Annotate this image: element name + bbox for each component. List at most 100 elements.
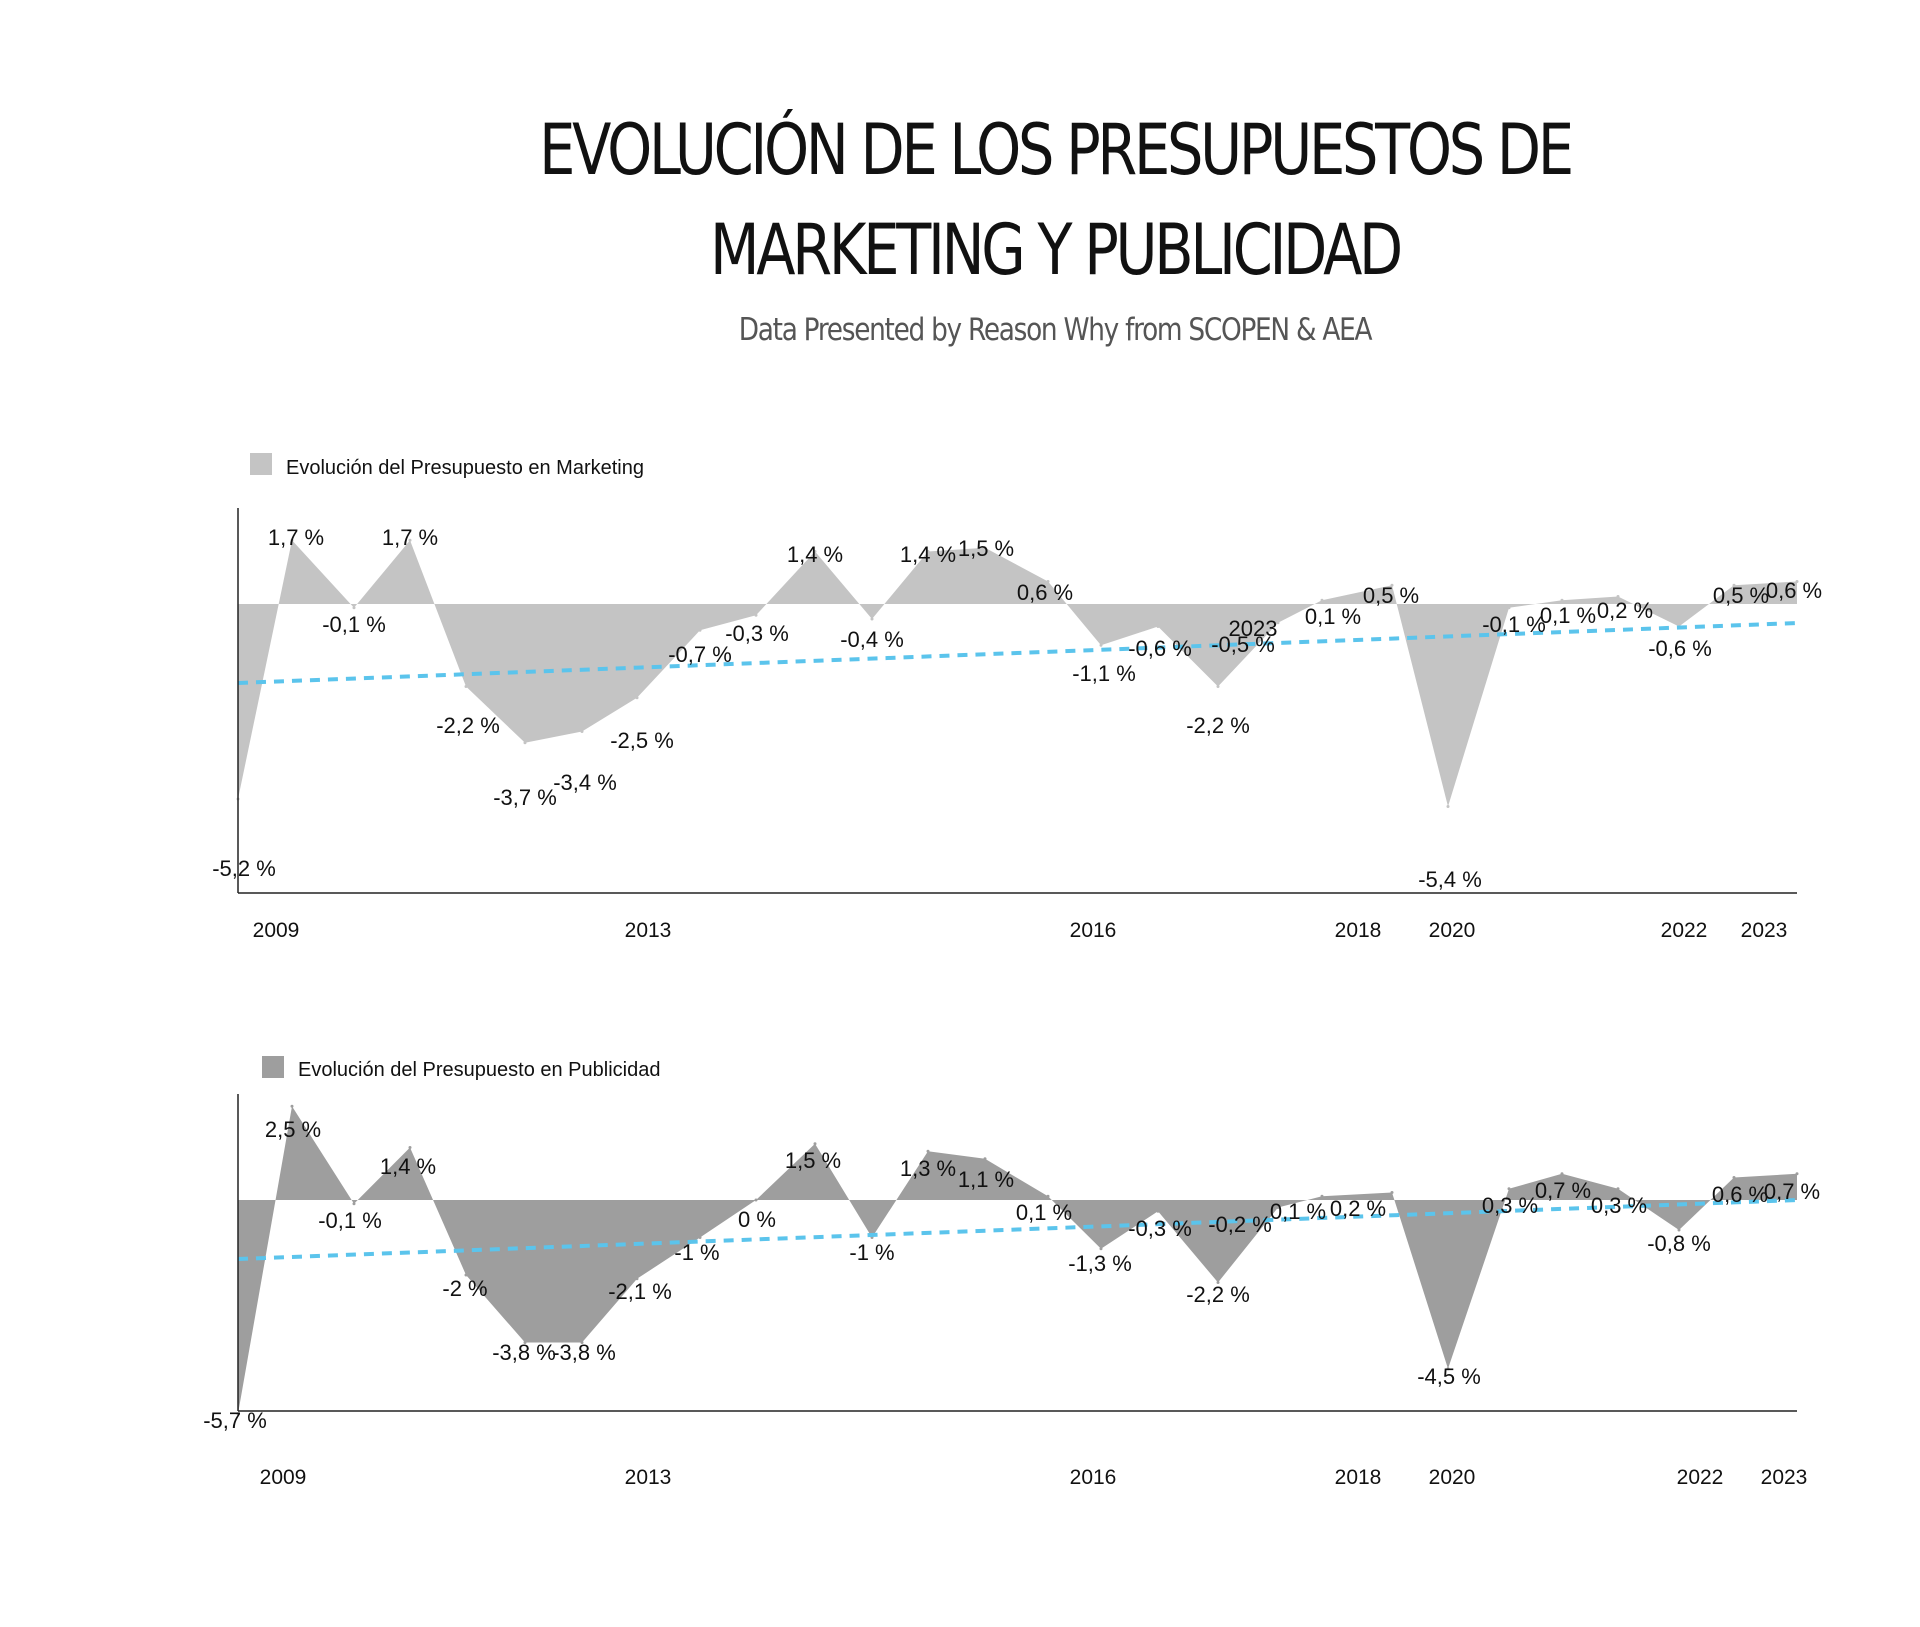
area-series <box>238 540 1797 807</box>
data-point <box>926 550 930 553</box>
data-point <box>635 1277 639 1281</box>
data-point <box>1446 1367 1450 1371</box>
data-point <box>813 550 817 553</box>
data-label: 1,3 % <box>900 1156 956 1181</box>
data-point <box>1560 1172 1564 1176</box>
data-label: -3,8 % <box>552 1340 616 1365</box>
data-point <box>1732 1176 1736 1179</box>
data-label: -1,3 % <box>1068 1251 1132 1276</box>
data-label: 0,7 % <box>1764 1179 1820 1204</box>
data-point <box>1320 598 1324 602</box>
x-tick-label: 2013 <box>625 1466 672 1489</box>
data-label: -0,3 % <box>1128 1216 1192 1241</box>
data-label: -0,4 % <box>840 627 904 652</box>
data-label: -4,5 % <box>1417 1364 1481 1389</box>
x-tick-label: 2020 <box>1429 919 1476 942</box>
data-label: 1,1 % <box>958 1167 1014 1192</box>
data-point <box>1560 598 1564 602</box>
data-label: 0 % <box>738 1207 776 1232</box>
data-label: -0,3 % <box>725 621 789 646</box>
data-label: -3,7 % <box>493 785 557 810</box>
legend-label: Evolución del Presupuesto en Publicidad <box>298 1059 660 1081</box>
data-point <box>1156 625 1160 628</box>
data-point <box>1507 606 1511 610</box>
x-tick-label: 2023 <box>1741 919 1788 942</box>
legend-swatch <box>250 453 272 475</box>
data-point <box>926 1149 930 1153</box>
data-point <box>813 1142 817 1146</box>
data-label: 0,6 % <box>1712 1182 1768 1207</box>
data-point <box>1616 595 1620 598</box>
data-point <box>1276 1206 1280 1209</box>
data-label: -0,6 % <box>1648 636 1712 661</box>
x-tick-label: 2013 <box>625 919 672 942</box>
data-label: -0,1 % <box>1482 612 1546 637</box>
data-point <box>1732 583 1736 587</box>
data-label: -5,2 % <box>212 856 276 881</box>
data-label: -2,2 % <box>1186 713 1250 738</box>
data-point <box>523 1341 527 1344</box>
x-tick-label: 2018 <box>1335 919 1382 942</box>
data-label: -2,1 % <box>608 1279 672 1304</box>
data-point <box>1795 1172 1799 1176</box>
data-label: 0,1 % <box>1016 1200 1072 1225</box>
data-label: -0,2 % <box>1208 1212 1272 1237</box>
data-point <box>983 546 987 550</box>
data-point <box>1046 1194 1050 1198</box>
data-label: -2,2 % <box>436 713 500 738</box>
data-label: -2,2 % <box>1186 1282 1250 1307</box>
trend-line <box>237 621 1798 685</box>
data-point <box>754 613 758 617</box>
data-point <box>408 1146 412 1149</box>
data-label: 1,5 % <box>958 536 1014 561</box>
x-tick-label: 2018 <box>1335 1466 1382 1489</box>
data-label: -5,7 % <box>203 1408 267 1433</box>
data-label: -2,5 % <box>610 728 674 753</box>
data-point <box>408 538 412 542</box>
data-label: -1 % <box>674 1240 719 1265</box>
title-block: EVOLUCIÓN DE LOS PRESUPUESTOS DE MARKETI… <box>0 100 1920 348</box>
data-point <box>236 1412 240 1416</box>
data-point <box>635 696 639 700</box>
data-label: 0,6 % <box>1017 580 1073 605</box>
data-label: -0,1 % <box>322 612 386 637</box>
area-series <box>238 1106 1797 1414</box>
page-subtitle: Data Presented by Reason Why from SCOPEN… <box>738 312 1373 348</box>
data-point <box>1320 1194 1324 1198</box>
x-tick-label: 2016 <box>1070 919 1117 942</box>
page-title-line-2: MARKETING Y PUBLICIDAD <box>710 209 1403 291</box>
data-point <box>698 628 702 632</box>
data-label: 0,1 % <box>1270 1199 1326 1224</box>
data-label: -3,8 % <box>492 1340 556 1365</box>
data-point <box>983 1157 987 1161</box>
data-label: -2 % <box>442 1276 487 1301</box>
data-label: 0,1 % <box>1540 603 1596 628</box>
data-label: 0,5 % <box>1713 583 1769 608</box>
data-point <box>1507 1187 1511 1191</box>
data-point <box>580 730 584 733</box>
data-point <box>1216 685 1220 688</box>
legend-swatch <box>262 1056 284 1078</box>
data-label: -0,7 % <box>668 642 732 667</box>
data-point <box>1276 621 1280 625</box>
chart-2: Evolución del Presupuesto en Publicidad -… <box>203 1056 1820 1489</box>
data-label: 2023 <box>1229 616 1278 641</box>
data-point <box>1446 805 1450 808</box>
data-label: 0,7 % <box>1535 1178 1591 1203</box>
data-label: -1 % <box>849 1240 894 1265</box>
data-label: 2,5 % <box>265 1117 321 1142</box>
data-label: 1,4 % <box>787 542 843 567</box>
data-point <box>352 606 356 610</box>
data-point <box>1046 580 1050 583</box>
data-label: 1,4 % <box>380 1154 436 1179</box>
data-label: 1,7 % <box>268 525 324 550</box>
x-tick-label: 2022 <box>1677 1466 1724 1489</box>
x-tick-label: 2016 <box>1070 1466 1117 1489</box>
data-point <box>698 1236 702 1239</box>
chart-1: Evolución del Presupuesto en Marketing -5… <box>212 453 1822 942</box>
data-point <box>352 1202 356 1206</box>
data-label: -3,4 % <box>553 770 617 795</box>
data-label: 0,2 % <box>1330 1196 1386 1221</box>
data-point <box>523 741 527 745</box>
